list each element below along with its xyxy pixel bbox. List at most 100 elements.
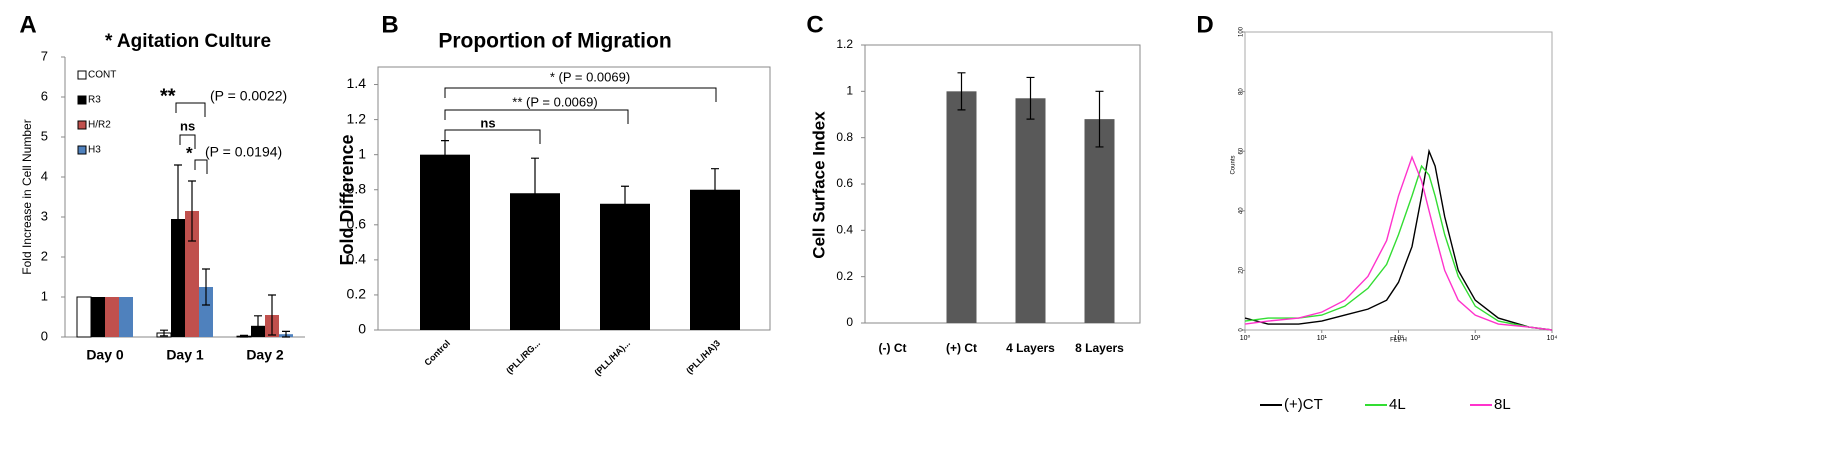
bar xyxy=(600,203,650,330)
x-tick-label: (-) Ct xyxy=(879,341,907,355)
bar xyxy=(946,91,977,323)
legend-label: 8L xyxy=(1494,396,1511,413)
bar xyxy=(91,297,105,337)
x-tick-label: 10⁰ xyxy=(1240,334,1251,342)
annotation: (P = 0.0194) xyxy=(205,144,282,160)
chart-title: * Agitation Culture xyxy=(105,31,271,52)
x-tick-label: 4 Layers xyxy=(1006,341,1055,355)
bar xyxy=(76,296,92,338)
y-tick-label: 1 xyxy=(846,84,853,98)
x-tick-label: (PLL/HA)... xyxy=(592,338,632,378)
y-tick-label: 0.2 xyxy=(347,286,367,302)
error-bar xyxy=(621,185,629,222)
legend-label: 4L xyxy=(1389,396,1406,413)
legend-swatch xyxy=(77,145,87,155)
y-tick-label: 6 xyxy=(41,88,48,103)
bar xyxy=(199,287,213,337)
y-tick-label: 7 xyxy=(41,48,48,63)
y-tick-label: 80 xyxy=(1239,88,1245,95)
line-series xyxy=(1244,164,1553,331)
y-tick-label: 0.4 xyxy=(347,251,367,267)
y-tick-label: 4 xyxy=(41,168,48,183)
y-tick-label: 5 xyxy=(41,128,48,143)
legend-label: H3 xyxy=(88,145,101,156)
x-axis-label: FL1-H xyxy=(1390,338,1407,344)
y-tick-label: 0 xyxy=(358,321,366,337)
y-tick-label: 0.2 xyxy=(836,269,853,283)
y-axis-label: Counts xyxy=(1231,155,1237,174)
y-tick-label: 2 xyxy=(41,248,48,263)
error-bar xyxy=(268,294,276,336)
significance-bracket xyxy=(444,109,629,124)
x-tick-label: (PLL/RG... xyxy=(504,338,542,376)
y-tick-label: 0.8 xyxy=(836,130,853,144)
bar xyxy=(420,154,470,330)
y-tick-label: 0.4 xyxy=(836,223,853,237)
y-tick-label: 0.6 xyxy=(836,176,853,190)
plot-frame xyxy=(1244,31,1553,331)
bar xyxy=(171,219,185,337)
y-tick-label: 1.2 xyxy=(347,110,367,126)
y-tick-label: 0 xyxy=(846,315,853,329)
annotation: ns xyxy=(480,115,495,130)
y-tick-label: 1 xyxy=(358,145,366,161)
bar xyxy=(119,297,133,337)
bar xyxy=(105,297,119,337)
error-bar xyxy=(531,157,539,229)
panel-label: B xyxy=(381,11,398,38)
line-series xyxy=(1244,155,1553,331)
error-bar xyxy=(1095,90,1104,148)
error-bar xyxy=(160,329,168,337)
y-tick-label: 0 xyxy=(1239,328,1245,332)
x-tick-label: 10¹ xyxy=(1317,335,1328,342)
annotation: ** (P = 0.0069) xyxy=(512,94,597,109)
y-tick-label: 1 xyxy=(41,288,48,303)
legend-swatch xyxy=(77,120,87,130)
y-axis-label: Fold Increase in Cell Number xyxy=(20,119,34,274)
error-bar xyxy=(188,180,196,242)
annotation: * xyxy=(186,143,193,162)
y-tick-label: 0.8 xyxy=(347,180,367,196)
y-tick-label: 1.2 xyxy=(836,37,853,51)
annotation: ** xyxy=(160,85,176,107)
legend-swatch xyxy=(77,70,87,80)
bar xyxy=(690,189,740,330)
significance-bracket xyxy=(194,159,208,174)
error-bar xyxy=(711,168,719,212)
significance-bracket xyxy=(175,102,206,117)
bar xyxy=(1084,119,1115,323)
legend-label: CONT xyxy=(88,70,116,81)
error-bar xyxy=(1026,76,1035,120)
annotation: ns xyxy=(180,118,195,133)
x-tick-label: 10² xyxy=(1393,335,1404,342)
error-bar xyxy=(174,164,182,274)
error-bar xyxy=(282,330,290,338)
x-tick-label: Control xyxy=(422,338,452,368)
x-tick-label: Day 1 xyxy=(166,347,204,363)
bar xyxy=(185,211,199,337)
annotation: * (P = 0.0069) xyxy=(550,69,630,84)
x-tick-label: 8 Layers xyxy=(1075,341,1124,355)
x-tick-label: Day 0 xyxy=(86,347,124,363)
y-tick-label: 0.6 xyxy=(347,216,367,232)
annotation: (P = 0.0022) xyxy=(210,88,287,104)
y-tick-label: 1.4 xyxy=(347,75,367,91)
y-axis-label: Fold Difference xyxy=(337,134,357,265)
x-tick-label: Day 2 xyxy=(246,347,284,363)
error-bar xyxy=(957,72,966,111)
error-bar xyxy=(202,268,210,306)
y-axis-label: Cell Surface Index xyxy=(809,111,828,259)
error-bar xyxy=(240,334,248,338)
error-bar xyxy=(441,140,449,170)
plot-frame xyxy=(377,66,771,331)
y-tick-label: 20 xyxy=(1239,266,1245,273)
y-tick-label: 3 xyxy=(41,208,48,223)
y-tick-label: 40 xyxy=(1239,207,1245,214)
x-tick-label: 10³ xyxy=(1470,335,1481,342)
chart-title: Proportion of Migration xyxy=(438,30,671,53)
panel-label: C xyxy=(806,11,823,38)
significance-bracket xyxy=(444,129,541,144)
x-tick-label: 10⁴ xyxy=(1547,335,1558,342)
legend-swatch xyxy=(77,95,87,105)
significance-bracket xyxy=(444,87,717,102)
